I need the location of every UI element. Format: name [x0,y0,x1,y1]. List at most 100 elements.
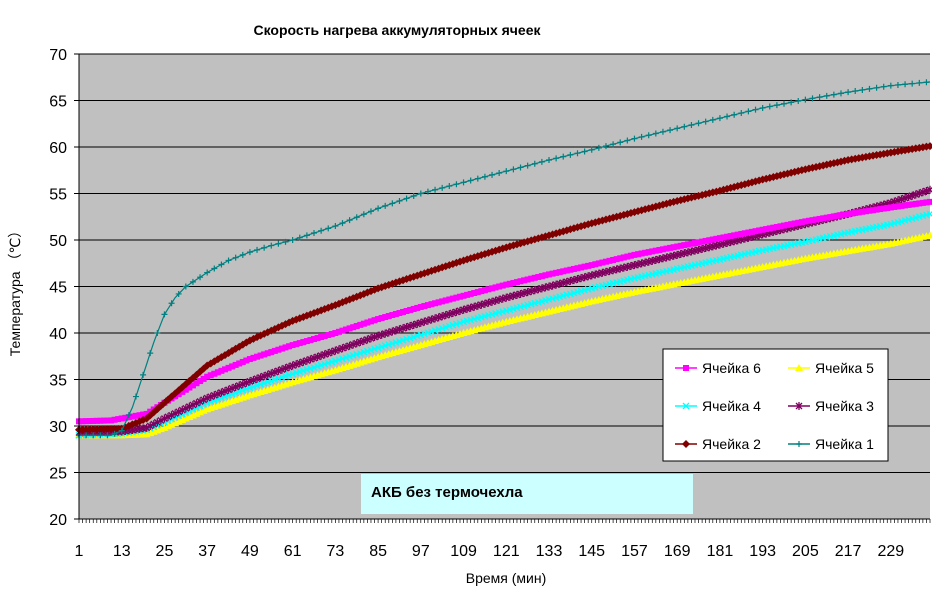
data-point [303,232,310,239]
data-point [147,350,154,357]
data-point [524,276,531,283]
data-point [862,208,869,215]
x-tick-label: 49 [241,543,259,560]
data-point [724,113,731,120]
data-point [624,137,631,144]
data-point [100,417,107,424]
data-point [300,339,307,346]
data-point [246,249,253,256]
x-tick-label: 13 [113,543,131,560]
series-6 [76,79,931,439]
data-point [346,217,353,224]
data-point [699,238,706,245]
data-point [460,179,467,186]
data-point [207,372,214,379]
data-point [667,244,674,251]
data-point [773,223,780,230]
x-tick-label: 217 [835,543,862,560]
data-point [90,432,97,439]
data-point [631,135,638,142]
x-tick-label: 121 [493,543,520,560]
data-point [296,234,303,241]
data-point [745,108,752,115]
data-point [332,223,339,230]
annotation-box: АКБ без термочехла [361,474,693,514]
chart-title: Скорость нагрева аккумуляторных ячеек [253,22,541,38]
data-point [727,233,734,240]
data-point [268,242,275,249]
data-point [681,123,688,130]
data-point [535,273,542,280]
legend-label: Ячейка 6 [702,360,761,376]
data-point [517,164,524,171]
data-point [677,242,684,249]
y-tick-label: 20 [49,512,67,529]
data-point [179,388,186,395]
data-point [439,184,446,191]
data-point [802,96,809,103]
data-point [695,120,702,127]
data-point [211,265,218,272]
data-point [175,407,183,416]
x-tick-label: 1 [75,543,84,560]
data-point [229,363,236,370]
data-point [143,410,150,417]
data-point [481,287,488,294]
legend-label: Ячейка 2 [702,436,761,452]
series-1 [76,198,932,425]
data-point [132,393,139,400]
data-point [731,111,738,118]
data-point [217,388,225,397]
data-point [503,281,510,288]
data-point [706,237,713,244]
data-point [364,319,371,326]
data-point [218,261,225,268]
data-point [791,220,798,227]
data-point [407,306,414,313]
data-point [228,384,236,393]
data-point [367,208,374,215]
data-point [852,209,859,216]
data-point [104,417,111,424]
x-axis-label: Время (мин) [466,570,547,586]
data-point [453,181,460,188]
data-point [588,262,595,269]
data-point [510,279,517,286]
data-point [129,413,136,420]
data-point [830,213,837,220]
data-point [90,417,97,424]
data-point [763,226,770,233]
data-point [446,296,453,303]
data-point [521,277,528,284]
data-point [111,416,118,423]
data-point [496,283,503,290]
data-point [453,294,460,301]
data-point [439,298,446,305]
data-point [432,300,439,307]
data-point [887,204,894,211]
data-point [275,346,282,353]
data-point [816,215,823,222]
data-point [553,269,560,276]
data-point [236,360,243,367]
y-tick-label: 50 [49,233,67,250]
data-point [894,81,901,88]
data-point [627,252,634,259]
data-point [357,321,364,328]
data-point [709,236,716,243]
data-point [926,210,932,218]
data-point [766,225,773,232]
data-point [610,141,617,148]
data-point [795,219,802,226]
data-point [837,90,844,97]
data-point [242,378,250,387]
data-point [738,110,745,117]
data-point [424,188,431,195]
data-point [478,288,485,295]
data-point [168,300,175,307]
x-axis-ticks: 1 13 25 37 49 61 73 85 97 109 121 133 145 157 169 181 19… [75,519,931,560]
series-layer [75,79,932,439]
legend-item: Ячейка 4 [675,398,761,414]
data-point [873,206,880,213]
data-point [417,190,424,197]
